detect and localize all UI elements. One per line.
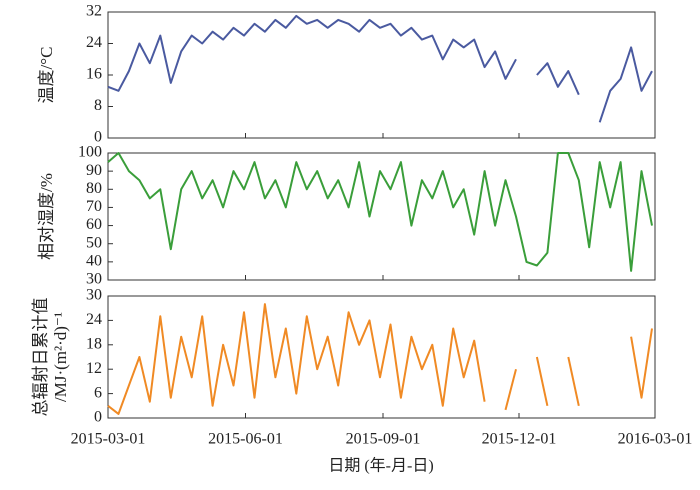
y-tick-label: 0 [94, 129, 102, 146]
y-tick-label: 12 [86, 360, 102, 377]
data-line [536, 62, 580, 96]
x-tick-label: 2015-03-01 [71, 431, 146, 448]
y-axis-label: /MJ·(m²·d)⁻¹ [51, 312, 70, 402]
panel-frame [107, 295, 656, 419]
data-line [567, 356, 580, 407]
x-axis-label: 日期 (年-月-日) [328, 457, 433, 475]
x-tick-label: 2016-03-01 [618, 431, 693, 448]
y-tick-label: 40 [86, 253, 102, 270]
y-tick-label: 24 [86, 311, 102, 328]
y-tick-label: 30 [86, 271, 102, 288]
x-tick-label: 2015-12-01 [482, 431, 557, 448]
y-tick-label: 16 [86, 66, 102, 83]
y-tick-label: 50 [86, 234, 102, 251]
panel-frame [107, 11, 656, 139]
y-axis-label: 温度/°C [37, 47, 56, 104]
y-tick-label: 18 [86, 335, 102, 352]
data-line [598, 46, 653, 123]
data-line [535, 356, 549, 407]
data-line [107, 14, 517, 92]
panel-frame [107, 152, 656, 281]
data-line [630, 328, 653, 399]
y-tick-label: 32 [86, 3, 102, 20]
y-tick-label: 70 [86, 198, 102, 215]
y-tick-label: 100 [78, 144, 102, 161]
y-tick-label: 90 [86, 162, 102, 179]
x-tick-label: 2015-09-01 [346, 431, 421, 448]
x-tick-label: 2015-06-01 [208, 431, 283, 448]
y-axis-label: 总辐射日累计值 [31, 298, 50, 417]
data-line [107, 303, 486, 415]
y-tick-label: 24 [86, 34, 102, 51]
y-axis-label: 相对湿度/% [37, 173, 56, 260]
y-tick-label: 8 [94, 97, 102, 114]
y-tick-label: 80 [86, 180, 102, 197]
y-tick-label: 0 [94, 409, 102, 426]
data-line [107, 152, 653, 272]
y-tick-label: 30 [86, 287, 102, 304]
data-line [504, 368, 517, 411]
y-tick-label: 6 [94, 384, 102, 401]
y-tick-label: 60 [86, 216, 102, 233]
